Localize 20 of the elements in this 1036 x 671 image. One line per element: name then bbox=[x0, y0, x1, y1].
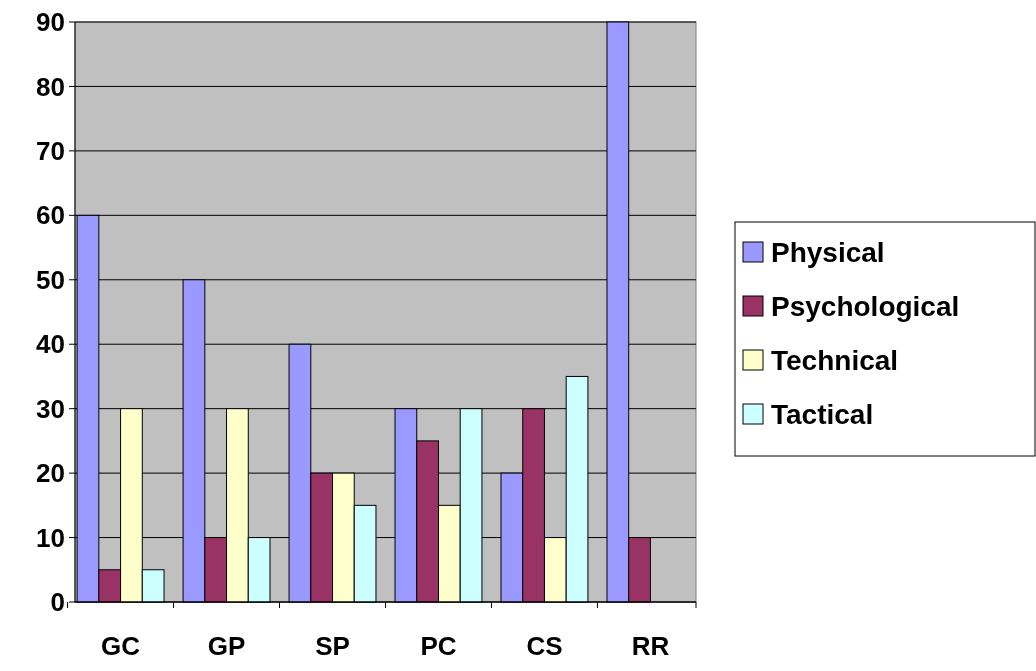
y-tick-label: 50 bbox=[36, 264, 65, 295]
y-tick-label: 70 bbox=[36, 135, 65, 166]
x-tick-label: GC bbox=[101, 631, 141, 661]
y-tick-label: 30 bbox=[36, 393, 65, 424]
legend-label: Physical bbox=[771, 236, 885, 268]
x-tick-label: CS bbox=[526, 631, 563, 661]
y-tick-label: 80 bbox=[36, 71, 65, 102]
y-tick-label: 20 bbox=[36, 458, 65, 489]
y-tick-label: 90 bbox=[36, 7, 65, 38]
y-tick-label: 60 bbox=[36, 200, 65, 231]
legend-label: Tactical bbox=[771, 398, 874, 430]
y-tick-label: 40 bbox=[36, 329, 65, 360]
x-tick-label: SP bbox=[315, 631, 350, 661]
x-tick-label: RR bbox=[631, 631, 670, 661]
legend-label: Psychological bbox=[771, 290, 960, 322]
x-tick-label: PC bbox=[420, 631, 457, 661]
legend-label: Technical bbox=[771, 344, 899, 376]
y-tick-label: 0 bbox=[50, 587, 65, 618]
y-tick-label: 10 bbox=[36, 522, 65, 553]
x-tick-label: GP bbox=[207, 631, 246, 661]
